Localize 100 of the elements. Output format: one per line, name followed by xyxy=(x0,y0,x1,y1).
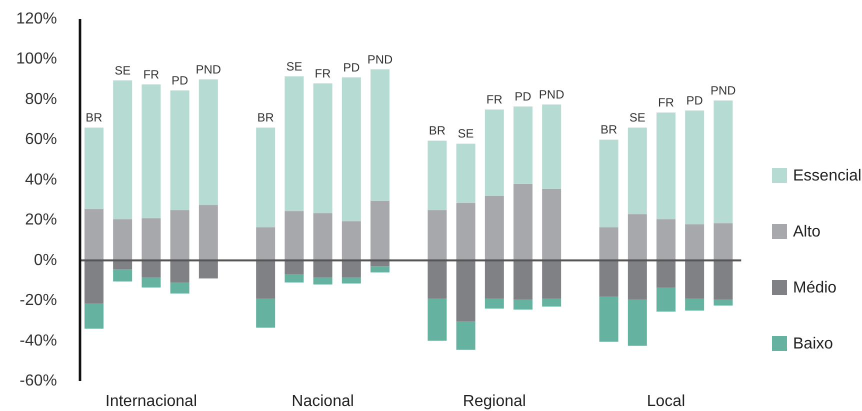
bar xyxy=(599,140,618,228)
x-tick-label: BR xyxy=(257,110,274,125)
bar xyxy=(84,209,104,260)
bar xyxy=(514,184,532,260)
bar xyxy=(685,224,704,260)
x-tick-label: FR xyxy=(486,92,503,106)
x-tick-label: PD xyxy=(514,89,532,104)
bar xyxy=(142,218,161,260)
bar xyxy=(142,84,161,218)
bar xyxy=(685,298,704,311)
legend-label: Baixo xyxy=(793,336,834,353)
bar xyxy=(428,140,447,210)
y-tick-label: 20% xyxy=(24,212,57,229)
bar xyxy=(313,260,332,278)
y-tick-label: 40% xyxy=(24,171,57,188)
bar xyxy=(456,144,476,204)
legend-label: Essencial xyxy=(793,168,862,185)
bar xyxy=(198,79,218,206)
x-tick-label: PD xyxy=(343,60,360,74)
bar xyxy=(514,300,532,310)
x-tick-label: BR xyxy=(86,110,103,125)
bar xyxy=(714,260,733,300)
bar xyxy=(84,128,104,210)
x-tick-label: PD xyxy=(686,94,704,108)
text: Internacional xyxy=(105,393,198,410)
bar xyxy=(256,260,276,299)
bar xyxy=(542,188,562,260)
bar xyxy=(342,221,361,260)
bar xyxy=(599,260,618,297)
bar xyxy=(628,300,647,346)
bar xyxy=(685,260,704,299)
x-tick-label: SE xyxy=(458,126,474,141)
bar xyxy=(170,210,190,260)
text: Regional xyxy=(462,393,526,410)
x-tick-label: BR xyxy=(600,122,618,137)
bar xyxy=(714,100,733,224)
bar xyxy=(113,80,132,220)
bar xyxy=(542,260,562,299)
bar xyxy=(484,298,504,309)
y-tick-label: 0% xyxy=(34,252,57,269)
bar xyxy=(313,83,332,214)
bar xyxy=(256,298,276,328)
bar xyxy=(84,304,104,329)
bar xyxy=(170,90,190,210)
bar xyxy=(142,277,161,288)
x-tick-label: PND xyxy=(196,62,222,76)
bar xyxy=(656,112,676,220)
bar xyxy=(599,296,618,342)
bar xyxy=(342,260,361,278)
bar xyxy=(656,260,676,288)
y-tick-label: 120% xyxy=(16,10,57,28)
bar xyxy=(542,104,562,189)
bar xyxy=(284,76,304,212)
x-tick-label: PND xyxy=(538,87,565,102)
bar xyxy=(628,260,647,300)
bar xyxy=(428,298,447,341)
bar xyxy=(256,128,276,228)
bar xyxy=(84,260,104,304)
bar xyxy=(256,227,276,260)
legend-label: Médio xyxy=(793,280,837,297)
bar xyxy=(370,266,390,272)
text: Nacional xyxy=(292,393,354,410)
bar xyxy=(628,128,647,214)
x-tick-label: PD xyxy=(171,73,188,88)
bar xyxy=(456,322,476,350)
y-tick-label: 100% xyxy=(16,50,57,68)
x-tick-label: SE xyxy=(114,63,131,78)
bar xyxy=(198,260,218,278)
bar xyxy=(113,269,132,282)
bar xyxy=(342,77,361,222)
bar xyxy=(284,274,304,282)
y-tick-label: -40% xyxy=(20,332,57,350)
x-tick-label: SE xyxy=(286,59,302,74)
bar xyxy=(313,213,332,260)
bar xyxy=(170,260,190,282)
bar xyxy=(198,205,218,260)
bar xyxy=(599,227,618,260)
bar xyxy=(342,277,361,284)
bar xyxy=(628,214,647,260)
bar xyxy=(428,260,447,299)
bar xyxy=(284,211,304,260)
bar xyxy=(685,110,704,224)
y-tick-label: -60% xyxy=(20,372,57,390)
bar xyxy=(514,106,532,184)
bar xyxy=(714,223,733,260)
legend-label: Alto xyxy=(793,224,821,241)
bar xyxy=(484,260,504,299)
bar xyxy=(313,277,332,284)
bar xyxy=(284,260,304,274)
bar xyxy=(142,260,161,278)
text: Local xyxy=(646,393,686,410)
bar xyxy=(542,298,562,307)
bar xyxy=(456,203,476,260)
bar xyxy=(656,219,676,260)
x-tick-label: BR xyxy=(428,124,446,138)
x-tick-label: SE xyxy=(629,110,646,125)
x-tick-label: PND xyxy=(367,52,393,66)
bar xyxy=(484,110,504,196)
x-tick-label: FR xyxy=(314,66,332,80)
bar xyxy=(113,219,132,260)
